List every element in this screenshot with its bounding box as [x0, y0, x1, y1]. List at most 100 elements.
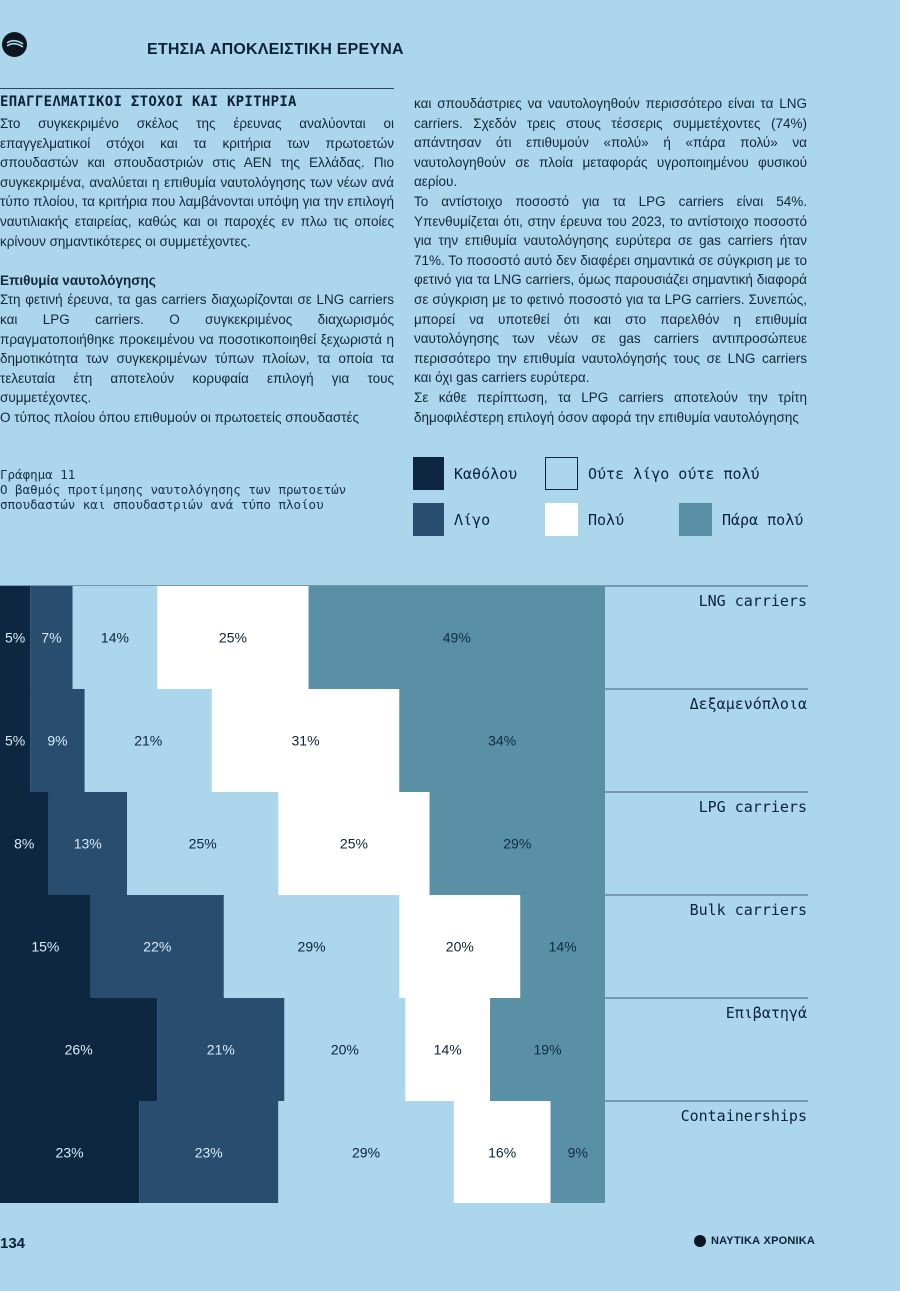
bar-segment: [211, 689, 400, 792]
bar-segment: [139, 1101, 279, 1203]
bar-value-label: 21%: [207, 1042, 235, 1058]
bar-segment: [550, 1101, 605, 1203]
article-right-column: και σπουδάστριες να ναυτολογηθούν περισσ…: [414, 94, 807, 427]
bar-value-label: 29%: [352, 1145, 380, 1161]
bar-value-label: 20%: [331, 1042, 359, 1058]
bar-segment: [490, 998, 605, 1101]
bar-segment: [399, 689, 605, 792]
page-header-title: ΕΤΗΣΙΑ ΑΠΟΚΛΕΙΣΤΙΚΗ ΕΡΕΥΝΑ: [147, 41, 404, 58]
bar-value-label: 25%: [340, 836, 368, 852]
legend-swatch: [545, 503, 578, 536]
bar-segment: [72, 586, 158, 689]
bar-segment: [278, 1101, 454, 1203]
chart-number: Γράφημα 11: [0, 467, 76, 482]
category-label: Containerships: [681, 1107, 807, 1125]
bar-segment: [0, 1101, 140, 1203]
bar-value-label: 22%: [143, 939, 171, 955]
legend-swatch: [413, 457, 444, 490]
bar-value-label: 7%: [41, 630, 61, 646]
bar-value-label: 15%: [31, 939, 59, 955]
bar-value-label: 25%: [189, 836, 217, 852]
bar-value-label: 5%: [5, 630, 25, 646]
bar-segment: [30, 586, 73, 689]
bar-value-label: 21%: [134, 733, 162, 749]
legend-item: Πάρα πολύ: [679, 503, 803, 536]
bar-value-label: 29%: [298, 939, 326, 955]
swoosh-logo-icon: [2, 32, 27, 57]
stacked-bar-chart: 5% 7% 14% 25% 49% LNG carriers 5% 9% 21% 31% 34% Δε…: [0, 585, 808, 1203]
bar-value-label: 23%: [56, 1145, 84, 1161]
bar-value-label: 25%: [219, 630, 247, 646]
chart-description: Ο βαθμός προτίμησης ναυτολόγησης των πρω…: [0, 482, 347, 512]
bar-value-label: 26%: [65, 1042, 93, 1058]
bar-value-label: 14%: [101, 630, 129, 646]
bar-value-label: 8%: [14, 836, 34, 852]
category-label: Δεξαμενόπλοια: [690, 695, 807, 713]
bar-value-label: 29%: [503, 836, 531, 852]
brand-footer: ΝΑΥΤΙΚΑ ΧΡΟΝΙΚΑ: [694, 1235, 815, 1247]
brand-name: ΝΑΥΤΙΚΑ ΧΡΟΝΙΚΑ: [711, 1235, 816, 1247]
bar-value-label: 5%: [5, 733, 25, 749]
bar-value-label: 14%: [434, 1042, 462, 1058]
swoosh-logo-icon: [694, 1235, 706, 1247]
bar-value-label: 14%: [549, 939, 577, 955]
bar-value-label: 9%: [47, 733, 67, 749]
legend-swatch: [679, 503, 712, 536]
header-divider: [0, 88, 394, 89]
bar-segment: [308, 586, 605, 689]
category-label: LPG carriers: [699, 798, 807, 816]
article-left-column: Στο συγκεκριμένο σκέλος της έρευνας αναλ…: [0, 114, 394, 428]
bar-segment: [84, 689, 212, 792]
bar-segment: [278, 792, 430, 895]
bar-value-label: 13%: [74, 836, 102, 852]
article-paragraph: Το αντίστοιχο ποσοστό για τα LPG carrier…: [414, 193, 807, 386]
legend-item: Λίγο: [413, 503, 490, 536]
bar-segment: [30, 689, 85, 792]
article-intro: Στο συγκεκριμένο σκέλος της έρευνας αναλ…: [0, 116, 394, 249]
legend-item: Καθόλου: [413, 457, 517, 490]
legend-label: Καθόλου: [454, 464, 518, 483]
bar-segment: [48, 792, 128, 895]
legend-label: Πάρα πολύ: [722, 510, 804, 529]
bar-segment: [0, 586, 31, 689]
section-title: ΕΠΑΓΓΕΛΜΑΤΙΚΟΙ ΣΤΟΧΟΙ ΚΑΙ ΚΡΙΤΗΡΙΑ: [0, 94, 297, 110]
category-label: LNG carriers: [699, 592, 807, 610]
bar-segment: [429, 792, 605, 895]
category-label: Bulk carriers: [690, 901, 807, 919]
bar-value-label: 34%: [488, 733, 516, 749]
bar-segment: [0, 998, 158, 1101]
bar-segment: [157, 998, 285, 1101]
bar-segment: [0, 895, 91, 998]
article-paragraph: Ο τύπος πλοίου όπου επιθυμούν οι πρωτοετ…: [0, 409, 360, 425]
bar-value-label: 20%: [446, 939, 474, 955]
article-paragraph: και σπουδάστριες να ναυτολογηθούν περισσ…: [414, 96, 807, 190]
bar-segment: [405, 998, 491, 1101]
article-paragraph: Σε κάθε περίπτωση, τα LPG carriers αποτε…: [414, 389, 807, 425]
legend-label: Πολύ: [588, 510, 625, 529]
bar-value-label: 19%: [534, 1042, 562, 1058]
legend-label: Λίγο: [454, 510, 491, 529]
bar-value-label: 9%: [568, 1145, 588, 1161]
legend-label: Ούτε λίγο ούτε πολύ: [588, 464, 760, 483]
bar-value-label: 16%: [488, 1145, 516, 1161]
bar-segment: [453, 1101, 551, 1203]
page-number: 134: [0, 1235, 26, 1252]
bar-segment: [157, 586, 309, 689]
article-subheading: Επιθυμία ναυτολόγησης: [0, 272, 156, 288]
bar-segment: [90, 895, 224, 998]
article-paragraph: Στη φετινή έρευνα, τα gas carriers διαχω…: [0, 292, 394, 406]
bar-value-label: 31%: [292, 733, 320, 749]
bar-segment: [520, 895, 605, 998]
legend-swatch: [413, 503, 444, 536]
bar-segment: [127, 792, 279, 895]
bar-segment: [284, 998, 406, 1101]
bar-value-label: 49%: [443, 630, 471, 646]
legend-item: Πολύ: [545, 503, 624, 536]
bar-value-label: 23%: [195, 1145, 223, 1161]
bar-segment: [223, 895, 400, 998]
legend-swatch: [545, 457, 578, 490]
legend-item: Ούτε λίγο ούτε πολύ: [545, 457, 760, 490]
category-label: Επιβατηγά: [726, 1004, 807, 1022]
bar-segment: [0, 792, 49, 895]
bar-segment: [0, 689, 31, 792]
